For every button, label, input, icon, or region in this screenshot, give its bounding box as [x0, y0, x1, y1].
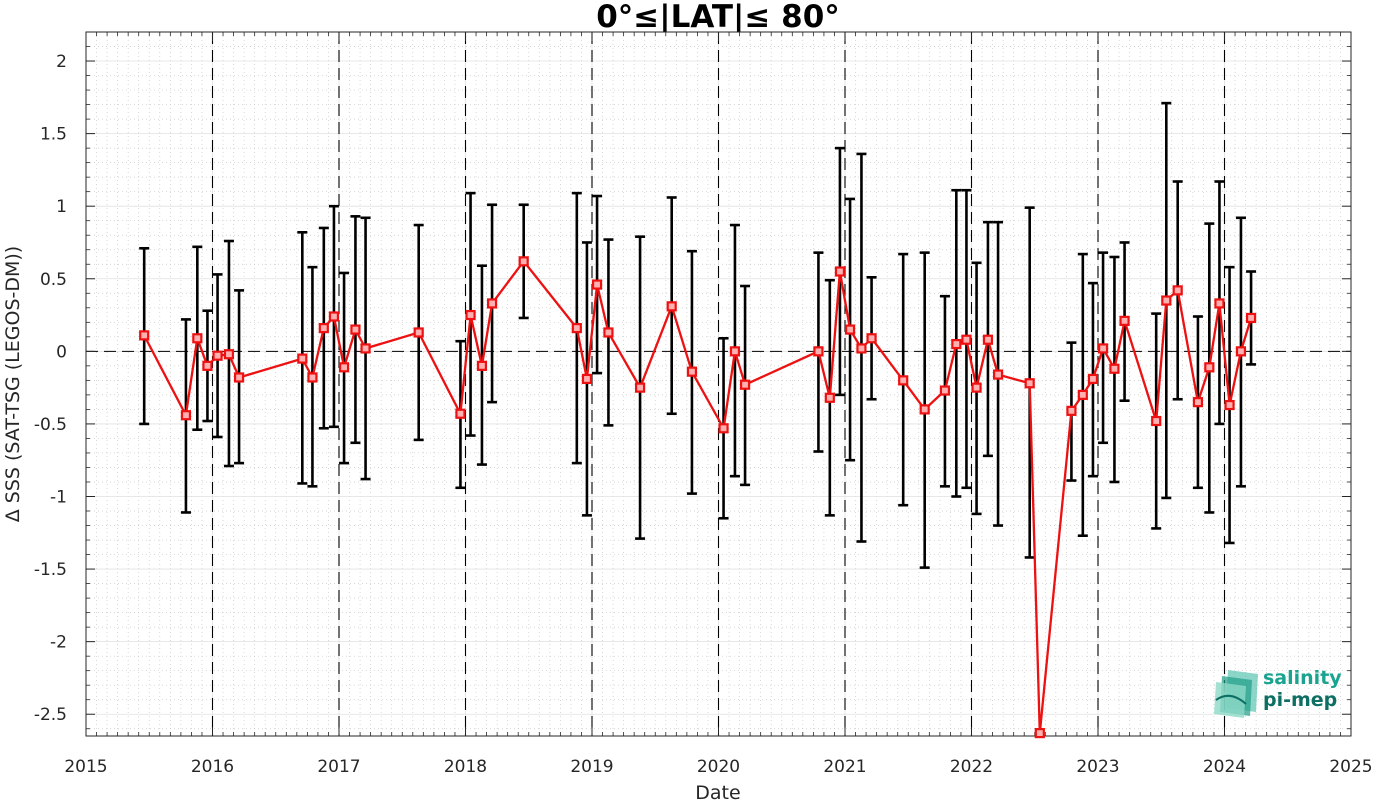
data-point [297, 353, 308, 364]
data-point [844, 324, 856, 335]
data-point [465, 309, 476, 321]
x-tick-label: 2019 [570, 757, 613, 777]
data-point [813, 346, 824, 357]
data-point [1204, 362, 1215, 373]
y-axis-label: Δ SSS (SAT-TSG (LEGOS-DM)) [2, 246, 24, 522]
data-point [486, 298, 498, 309]
y-tick-label: 2 [56, 52, 67, 72]
data-point [1109, 363, 1120, 374]
data-point [982, 334, 994, 345]
y-tick-label: 0 [56, 342, 67, 362]
data-point [180, 410, 192, 421]
x-tick-label: 2024 [1203, 757, 1246, 777]
data-point [834, 266, 846, 277]
data-point [939, 385, 951, 396]
data-point [1235, 346, 1247, 357]
data-point [666, 301, 677, 312]
x-tick-label: 2017 [317, 757, 360, 777]
data-point [518, 256, 529, 267]
x-tick-labels: 2015 2016 2017 2018 2019 2020 2021 2022 2023 2024… [64, 757, 1372, 777]
data-point [718, 423, 729, 434]
data-point [350, 324, 361, 335]
y-tick-label: 1 [56, 197, 67, 217]
x-tick-label: 2022 [950, 757, 993, 777]
data-point [223, 349, 235, 360]
logo-mark-icon [1214, 670, 1258, 718]
y-tick-labels: 2 1.5 1 0.5 0 -0.5 -1 -1.5 -2 -2.5 [34, 52, 67, 725]
data-point [1034, 727, 1045, 739]
data-point [1097, 343, 1109, 354]
data-point [971, 382, 982, 393]
x-tick-label: 2018 [444, 757, 487, 777]
y-tick-label: 1.5 [40, 125, 67, 145]
x-tick-label: 2015 [64, 757, 107, 777]
x-axis-label: Date [695, 782, 740, 801]
data-point [1119, 315, 1130, 326]
data-point [919, 404, 930, 415]
data-point [992, 369, 1004, 380]
data-point [603, 327, 614, 338]
x-tick-label: 2023 [1076, 757, 1119, 777]
data-point [338, 362, 350, 373]
data-point [824, 392, 835, 403]
data-point [139, 330, 150, 341]
y-tick-label: -2 [50, 633, 67, 653]
data-point [233, 372, 245, 383]
data-point [866, 333, 877, 344]
data-point [1161, 295, 1172, 306]
data-point [634, 382, 646, 393]
data-point [328, 311, 340, 322]
data-point [686, 366, 698, 377]
data-point [1245, 312, 1257, 324]
data-point [1172, 285, 1183, 296]
logo-line2: pi-mep [1263, 689, 1337, 711]
data-point [739, 379, 751, 390]
x-tick-label: 2016 [191, 757, 234, 777]
x-tick-label: 2021 [823, 757, 866, 777]
data-point [318, 323, 329, 334]
axis-ticks [85, 31, 1352, 736]
data-point [581, 373, 593, 385]
data-point [1224, 399, 1235, 411]
y-tick-label: -2.5 [34, 705, 67, 725]
data-point [961, 334, 972, 345]
data-point [951, 338, 962, 350]
data-point [1087, 373, 1099, 385]
series-markers [139, 256, 1257, 739]
data-point [192, 333, 203, 344]
data-point [571, 323, 582, 334]
data-point [1024, 378, 1035, 389]
y-tick-label: -0.5 [34, 415, 67, 435]
y-tick-label: -1.5 [34, 560, 67, 580]
data-point [360, 343, 371, 354]
data-point [1077, 389, 1088, 400]
y-tick-label: 0.5 [40, 270, 67, 290]
data-point [476, 360, 488, 371]
chart-title: 0°≤|LAT|≤ 80° [596, 0, 840, 35]
salinity-pi-mep-logo: salinity pi-mep [1214, 667, 1342, 718]
x-tick-label: 2020 [697, 757, 740, 777]
x-tick-label: 2025 [1329, 757, 1372, 777]
data-point [1192, 397, 1204, 408]
data-point [212, 350, 223, 361]
data-point [898, 375, 909, 386]
data-point [202, 360, 213, 371]
data-point [1214, 298, 1225, 309]
data-point [307, 372, 318, 383]
data-point [1066, 405, 1077, 416]
logo-line1: salinity [1263, 667, 1342, 689]
data-point [413, 327, 424, 338]
data-point [455, 408, 466, 419]
data-point [729, 346, 741, 357]
y-tick-label: -1 [50, 487, 67, 507]
data-point [1151, 415, 1162, 427]
data-point [591, 279, 603, 290]
data-point [856, 343, 867, 354]
